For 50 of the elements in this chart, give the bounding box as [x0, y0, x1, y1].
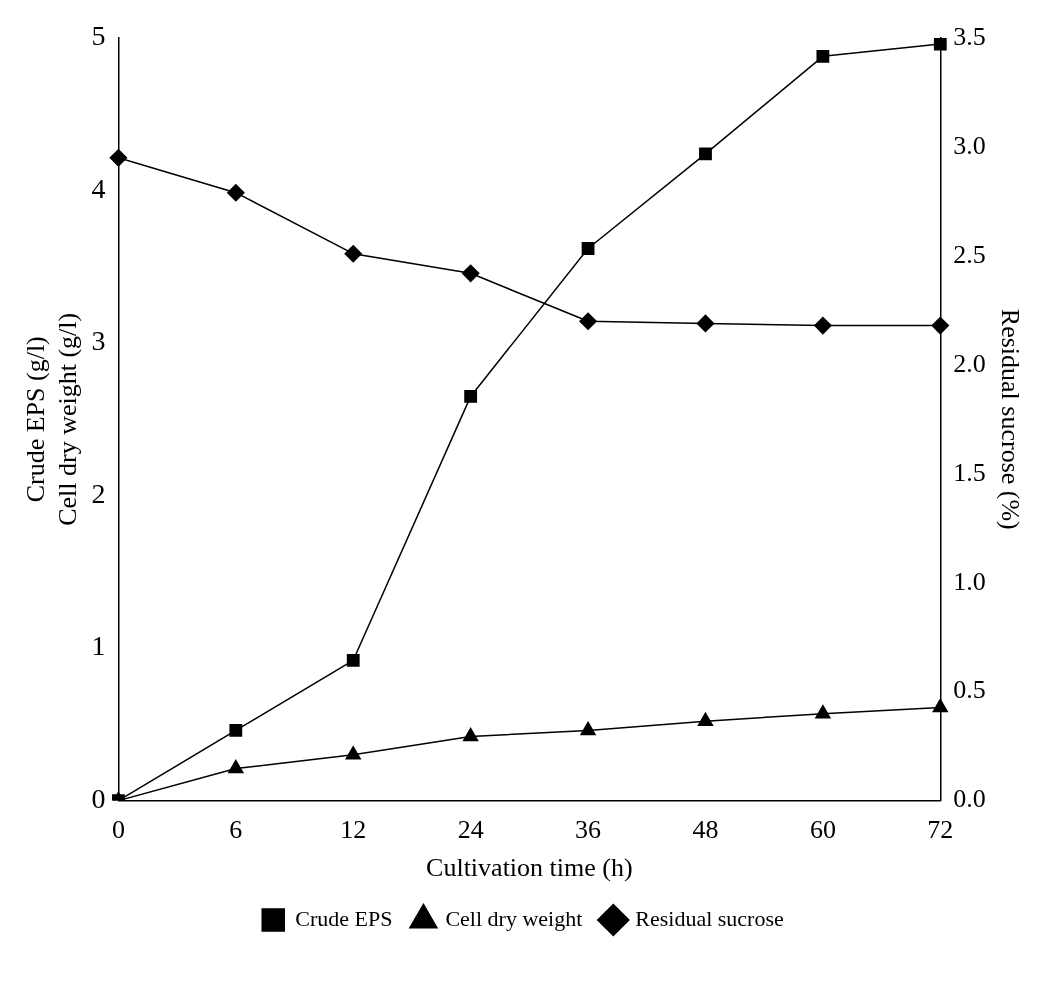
point — [580, 721, 596, 736]
y-tick-label: 5 — [91, 20, 106, 52]
point — [581, 242, 595, 255]
point — [109, 149, 128, 167]
point — [229, 724, 243, 737]
point — [464, 390, 478, 403]
x-tick-label: 72 — [927, 815, 954, 845]
point — [932, 698, 948, 713]
point — [931, 316, 950, 335]
y2-tick-label: 2.5 — [953, 239, 986, 269]
x-axis-title: Cultivation time (h) — [426, 853, 633, 883]
point — [699, 147, 712, 161]
point — [814, 316, 832, 335]
x-tick-label: 0 — [111, 815, 125, 845]
x-tick-label: 48 — [692, 815, 719, 845]
y2-tick-label: 2.0 — [953, 348, 986, 378]
y-tick-label: 1 — [91, 630, 106, 662]
y2-axis-title: Residual sucrose (%) — [995, 308, 1025, 530]
legend-label: Crude EPS — [295, 905, 393, 931]
point — [579, 312, 597, 330]
y-tick-label: 4 — [91, 172, 106, 204]
x-tick-label: 6 — [229, 815, 243, 845]
y2-tick-label: 0.5 — [953, 675, 986, 705]
point — [227, 183, 245, 202]
y2-tick-label: 1.5 — [953, 457, 986, 487]
y-axis-title: Crude EPS (g/l) Cell dry weight (g/l) — [21, 312, 82, 526]
y-tick-label: 2 — [91, 477, 106, 509]
point — [462, 727, 479, 742]
x-tick-label: 60 — [809, 815, 836, 845]
point — [228, 759, 244, 774]
point — [696, 314, 715, 333]
point — [461, 264, 480, 283]
legend-label: Residual sucrose — [635, 905, 784, 931]
point — [933, 38, 947, 51]
x-tick-label: 12 — [340, 815, 367, 845]
y2-tick-label: 0.0 — [953, 784, 986, 814]
point — [815, 704, 831, 719]
x-tick-label: 24 — [457, 815, 484, 845]
point — [345, 746, 361, 760]
point — [816, 49, 830, 63]
y-tick-label: 0 — [91, 782, 106, 814]
point — [346, 653, 360, 667]
y2-tick-label: 1.0 — [953, 566, 986, 596]
point — [697, 712, 714, 727]
y2-tick-label: 3.5 — [953, 21, 986, 51]
legend-label: Cell dry weight — [445, 905, 583, 931]
point — [344, 244, 362, 263]
y-tick-label: 3 — [91, 325, 106, 357]
y2-tick-label: 3.0 — [953, 130, 986, 160]
x-tick-label: 36 — [575, 815, 602, 845]
